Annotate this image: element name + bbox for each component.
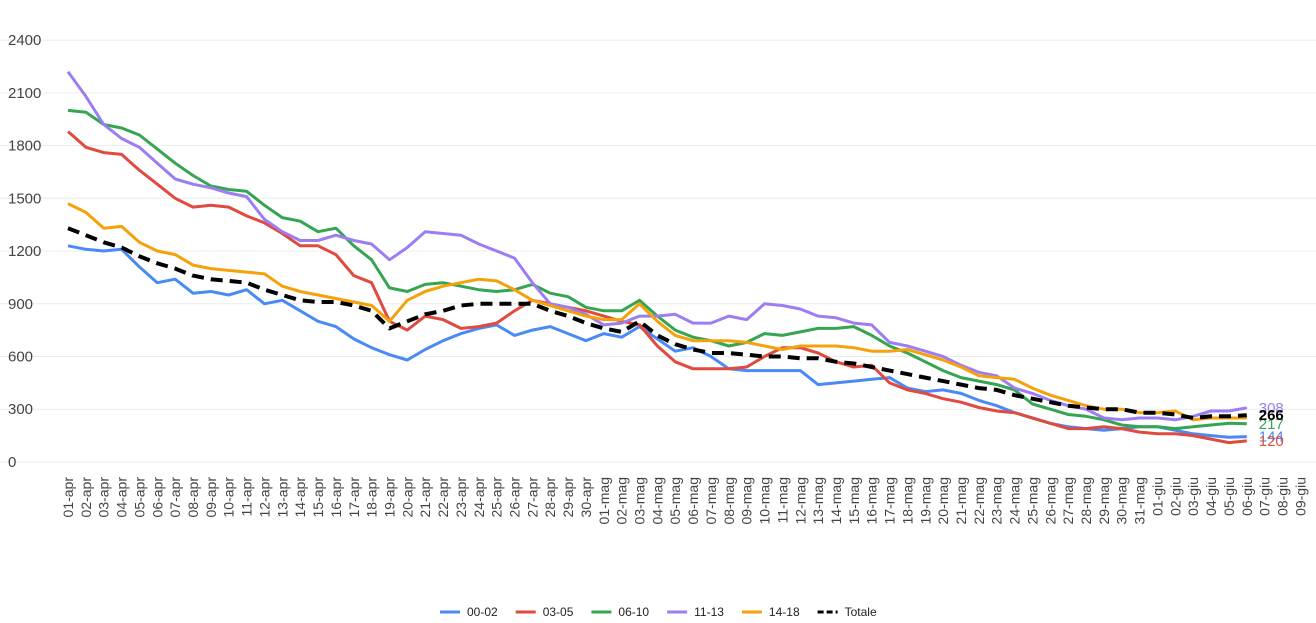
x-tick-label: 08-giu — [1274, 477, 1290, 516]
x-tick-label: 23-apr — [453, 477, 469, 518]
legend-label: 14-18 — [769, 605, 800, 619]
series-line — [67, 202, 1247, 422]
series-line — [67, 244, 1247, 439]
x-tick-label: 28-apr — [542, 477, 558, 518]
x-tick-label: 02-mag — [614, 477, 630, 524]
x-tick-label: 15-mag — [846, 477, 862, 524]
x-tick-label: 24-apr — [471, 477, 487, 518]
x-tick-label: 30-apr — [578, 477, 594, 518]
end-label: 266 — [1259, 407, 1284, 424]
x-tick-label: 04-giu — [1203, 477, 1219, 516]
series-line — [67, 226, 1247, 420]
x-tick-label: 09-apr — [203, 477, 219, 518]
x-tick-label: 10-mag — [757, 477, 773, 524]
x-tick-label: 17-mag — [882, 477, 898, 524]
x-tick-label: 10-apr — [221, 477, 237, 518]
x-tick-label: 16-apr — [328, 477, 344, 518]
y-tick-label: 2400 — [8, 32, 41, 49]
x-tick-label: 29-mag — [1096, 477, 1112, 524]
x-tick-label: 05-mag — [667, 477, 683, 524]
x-tick-label: 16-mag — [864, 477, 880, 524]
x-tick-label: 15-apr — [310, 477, 326, 518]
x-tick-label: 08-mag — [721, 477, 737, 524]
x-tick-label: 09-mag — [739, 477, 755, 524]
legend: 00-02 03-05 06-10 11-13 14-18 Totale — [440, 605, 877, 619]
x-tick-label: 31-mag — [1132, 477, 1148, 524]
y-tick-label: 2100 — [8, 85, 41, 102]
y-tick-label: 0 — [8, 454, 16, 471]
series-line — [67, 130, 1247, 445]
x-tick-label: 09-giu — [1292, 477, 1308, 516]
x-tick-label: 13-apr — [274, 477, 290, 518]
x-tick-label: 19-mag — [917, 477, 933, 524]
x-tick-label: 29-apr — [560, 477, 576, 518]
x-tick-label: 21-mag — [953, 477, 969, 524]
x-tick-label: 11-mag — [774, 477, 790, 523]
x-tick-label: 23-mag — [989, 477, 1005, 524]
x-tick-label: 02-apr — [78, 477, 94, 518]
x-tick-label: 17-apr — [346, 477, 362, 518]
x-tick-label: 24-mag — [1007, 477, 1023, 524]
x-tick-label: 07-apr — [167, 477, 183, 518]
x-tick-label: 01-mag — [596, 477, 612, 524]
x-tick-label: 03-mag — [632, 477, 648, 524]
x-tick-label: 03-giu — [1185, 477, 1201, 516]
x-tick-label: 05-apr — [131, 477, 147, 518]
end-label: 144 — [1259, 429, 1284, 446]
end-label: 217 — [1259, 416, 1284, 433]
x-tick-label: 02-giu — [1167, 477, 1183, 516]
x-tick-label: 30-mag — [1114, 477, 1130, 524]
x-tick-label: 19-apr — [381, 477, 397, 518]
x-tick-label: 06-giu — [1239, 477, 1255, 516]
x-tick-label: 14-apr — [292, 477, 308, 518]
x-tick-label: 01-apr — [60, 477, 76, 518]
x-tick-label: 04-apr — [114, 477, 130, 518]
x-tick-label: 12-apr — [256, 477, 272, 518]
x-tick-label: 20-apr — [399, 477, 415, 518]
x-tick-label: 06-mag — [685, 477, 701, 524]
legend-label: 03-05 — [543, 605, 574, 619]
x-tick-label: 13-mag — [810, 477, 826, 524]
x-tick-label: 21-apr — [417, 477, 433, 518]
x-tick-label: 05-giu — [1221, 477, 1237, 516]
x-tick-label: 22-apr — [435, 477, 451, 518]
x-tick-label: 25-apr — [489, 477, 505, 518]
series-line — [67, 108, 1247, 431]
y-tick-label: 900 — [8, 296, 33, 313]
x-tick-label: 27-mag — [1060, 477, 1076, 524]
x-tick-label: 07-giu — [1257, 477, 1273, 516]
x-tick-label: 20-mag — [935, 477, 951, 524]
y-tick-label: 600 — [8, 348, 33, 365]
x-tick-label: 03-apr — [96, 477, 112, 518]
series-line — [66, 70, 1248, 422]
x-tick-label: 25-mag — [1024, 477, 1040, 524]
y-tick-label: 1800 — [8, 138, 41, 155]
legend-label: 06-10 — [618, 605, 649, 619]
x-tick-label: 27-apr — [524, 477, 540, 518]
x-tick-label: 26-mag — [1042, 477, 1058, 524]
x-tick-label: 07-mag — [703, 477, 719, 524]
x-tick-label: 14-mag — [828, 477, 844, 524]
x-tick-label: 06-apr — [149, 477, 165, 518]
end-label: 120 — [1259, 433, 1284, 450]
legend-label: 00-02 — [467, 605, 498, 619]
end-label: 308 — [1259, 400, 1284, 417]
y-tick-label: 1500 — [8, 190, 41, 207]
x-tick-label: 08-apr — [185, 477, 201, 518]
y-tick-label: 1200 — [8, 243, 41, 260]
x-tick-label: 11-apr — [239, 477, 255, 517]
x-tick-label: 12-mag — [792, 477, 808, 524]
legend-label: Totale — [845, 605, 877, 619]
x-tick-label: 18-apr — [364, 477, 380, 518]
x-tick-label: 18-mag — [899, 477, 915, 524]
y-tick-label: 300 — [8, 401, 33, 418]
legend-label: 11-13 — [694, 605, 724, 619]
x-tick-label: 26-apr — [507, 477, 523, 518]
x-tick-label: 22-mag — [971, 477, 987, 524]
x-tick-label: 04-mag — [649, 477, 665, 524]
x-tick-label: 28-mag — [1078, 477, 1094, 524]
x-tick-label: 01-giu — [1149, 477, 1165, 516]
